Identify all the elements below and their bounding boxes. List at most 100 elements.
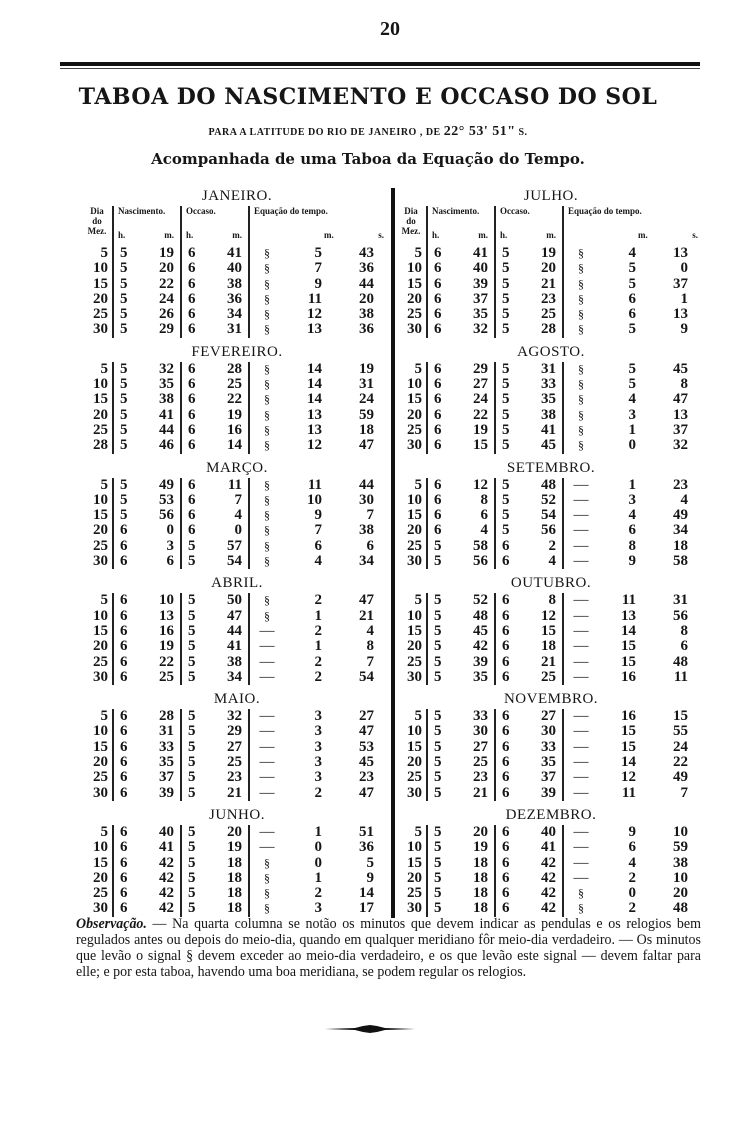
sunset-minute: 35 — [541, 391, 556, 408]
sunset-minute: 16 — [227, 421, 242, 438]
sunset-minute: 38 — [541, 406, 556, 423]
equation-sign: § — [248, 361, 284, 378]
sunset-hour: 5 — [180, 754, 208, 771]
sunrise-minute: 20 — [159, 260, 174, 277]
sunset-hour: 5 — [494, 477, 522, 493]
sunset-minute: 22 — [227, 391, 242, 408]
sunset-hour: 5 — [494, 507, 522, 524]
sunrise-hour: 5 — [426, 553, 454, 570]
header-equacao: Equação do tempo. m. s. — [562, 206, 706, 246]
equation-sign: — — [248, 638, 284, 655]
equation-seconds: 18 — [673, 537, 688, 554]
month-title: JUNHO. — [209, 806, 265, 823]
sunset-hour: 6 — [494, 901, 522, 917]
equation-sign: — — [562, 638, 598, 655]
sunrise-hour: 6 — [112, 824, 140, 841]
sunrise-minute: 22 — [159, 275, 174, 292]
sunrise-hour: 5 — [112, 437, 140, 454]
sunset-hour: 5 — [494, 523, 522, 539]
day: 25 — [93, 421, 108, 438]
sunrise-hour: 6 — [426, 392, 454, 408]
day: 30 — [93, 553, 108, 570]
equation-seconds: 34 — [673, 522, 688, 539]
day: 15 — [93, 854, 108, 871]
month-title: SETEMBRO. — [506, 459, 596, 476]
day: 28 — [93, 437, 108, 454]
sunset-hour: 6 — [180, 492, 208, 509]
sunrise-minute: 3 — [166, 537, 175, 554]
equation-sign: § — [248, 492, 284, 509]
sunset-minute: 8 — [548, 592, 557, 609]
equation-seconds: 18 — [359, 421, 374, 438]
equation-seconds: 14 — [359, 885, 374, 902]
sunset-minute: 21 — [227, 784, 242, 801]
day: 10 — [93, 607, 108, 624]
table-row: 30 5 18 6 42 § 2 48 — [396, 900, 706, 917]
equation-minutes: 11 — [621, 592, 636, 609]
sunset-hour: 5 — [494, 376, 522, 393]
equation-minutes: 0 — [628, 437, 637, 454]
sunset-hour: 5 — [494, 407, 522, 423]
sunrise-minute: 41 — [473, 245, 488, 261]
equation-seconds: 38 — [359, 306, 374, 323]
equation-minutes: 5 — [628, 321, 637, 338]
equation-minutes: 3 — [628, 491, 637, 508]
sunset-minute: 20 — [227, 823, 242, 840]
sunset-hour: 5 — [180, 824, 208, 841]
day: 30 — [93, 321, 108, 338]
sunset-hour: 5 — [180, 593, 208, 609]
table-row: 5 5 32 6 28 § 14 19 — [82, 361, 392, 378]
table-row: 5 6 41 5 19 § 4 13 — [396, 245, 706, 262]
sunset-minute: 12 — [541, 607, 556, 624]
equation-sign: § — [562, 438, 598, 454]
sunset-hour: 5 — [180, 708, 208, 725]
sunset-minute: 45 — [541, 437, 556, 454]
day: 20 — [93, 869, 108, 886]
equation-seconds: 43 — [359, 245, 374, 261]
sunset-hour: 6 — [180, 260, 208, 277]
equation-seconds: 47 — [359, 723, 374, 740]
equation-minutes: 12 — [307, 306, 322, 323]
sunset-minute: 25 — [541, 306, 556, 323]
month-title: MARÇO. — [206, 459, 268, 476]
equation-sign: § — [248, 870, 284, 887]
sunrise-minute: 49 — [159, 476, 174, 493]
sunset-minute: 42 — [541, 900, 556, 917]
table-row: 10 5 53 6 7 § 10 30 — [82, 492, 392, 509]
sunrise-hour: 5 — [426, 608, 454, 624]
sunset-hour: 5 — [180, 839, 208, 856]
sunset-hour: 6 — [494, 855, 522, 871]
sunset-hour: 5 — [494, 392, 522, 408]
equation-seconds: 37 — [673, 275, 688, 292]
sunrise-hour: 6 — [426, 492, 454, 509]
table-column-left: JANEIRO. Dia do Mez. Nascimento. h. m. Occaso. h… — [82, 186, 392, 921]
equation-sign: — — [248, 824, 284, 841]
header-equacao-label: Equação do tempo. — [254, 206, 328, 216]
equation-sign: — — [562, 739, 598, 756]
table-row: 10 6 41 5 19 — 0 36 — [82, 839, 392, 856]
equation-sign: § — [562, 291, 598, 308]
sunset-hour: 6 — [180, 422, 208, 439]
sunset-hour: 5 — [180, 739, 208, 756]
equation-seconds: 38 — [673, 854, 688, 871]
sunrise-minute: 30 — [473, 723, 488, 740]
equation-seconds: 20 — [359, 290, 374, 307]
day: 10 — [407, 376, 422, 393]
equation-seconds: 31 — [673, 592, 688, 609]
sunset-minute: 0 — [234, 522, 243, 539]
equation-seconds: 48 — [673, 900, 688, 917]
table-row: 25 6 22 5 38 — 2 7 — [82, 654, 392, 670]
sunrise-minute: 24 — [159, 290, 174, 307]
sunrise-minute: 24 — [473, 391, 488, 408]
sunset-minute: 21 — [541, 275, 556, 292]
sunset-hour: 6 — [180, 322, 208, 338]
sunrise-hour: 6 — [426, 422, 454, 439]
sunrise-minute: 45 — [473, 622, 488, 639]
equation-seconds: 45 — [673, 360, 688, 377]
equation-sign: § — [248, 422, 284, 439]
day: 15 — [93, 507, 108, 524]
sunset-minute: 21 — [541, 653, 556, 670]
equation-minutes: 4 — [628, 854, 637, 871]
table-row: 20 6 0 6 0 § 7 38 — [82, 522, 392, 539]
equation-seconds: 56 — [673, 607, 688, 624]
